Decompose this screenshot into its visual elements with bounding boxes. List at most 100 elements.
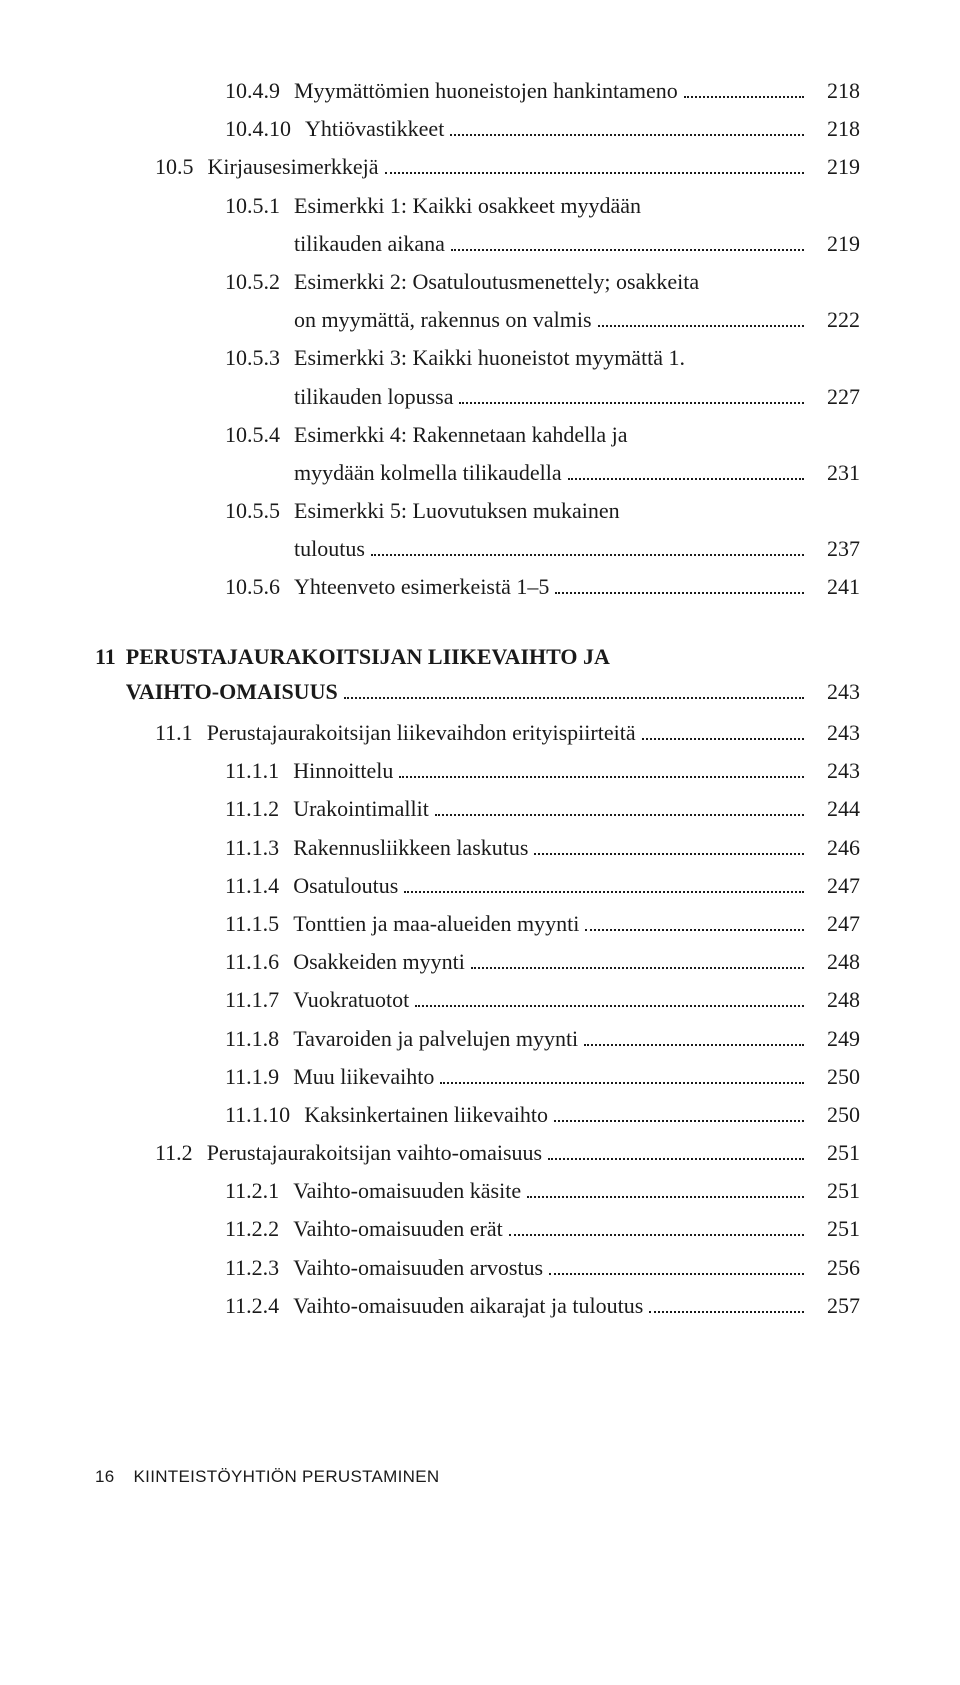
toc-entry-number: 11.1.4	[225, 868, 293, 903]
toc-entry-number: 11.1.9	[225, 1059, 293, 1094]
toc-entry-continuation: 10.5.2on myymättä, rakennus on valmis222	[95, 302, 860, 337]
toc-entry-label: Perustajaurakoitsijan vaihto-omaisuus	[207, 1135, 542, 1170]
toc-entry-number: 11.2.4	[225, 1288, 293, 1323]
toc-entry-page: 247	[810, 868, 860, 903]
toc-entry-number: 11.2.1	[225, 1173, 293, 1208]
toc-entry-number: 11.2.2	[225, 1211, 293, 1246]
toc-entry: 11.2.3Vaihto-omaisuuden arvostus256	[95, 1250, 860, 1285]
chapter-title-line1: PERUSTAJAURAKOITSIJAN LIIKEVAIHTO JA	[126, 639, 610, 674]
toc-entry-number: 10.5.1	[225, 188, 294, 223]
chapter-page: 243	[810, 674, 860, 709]
toc-entry: 11.1.8Tavaroiden ja palvelujen myynti249	[95, 1021, 860, 1056]
toc-entry: 11.1.10Kaksinkertainen liikevaihto 250	[95, 1097, 860, 1132]
leader-dots	[450, 114, 804, 136]
toc-section-11: 11.1Perustajaurakoitsijan liikevaihdon e…	[95, 715, 860, 1323]
toc-entry-continuation: 10.5.5tuloutus237	[95, 531, 860, 566]
toc-entry-number: 10.5.5	[225, 493, 294, 528]
toc-entry-label: Perustajaurakoitsijan liikevaihdon erity…	[207, 715, 636, 750]
toc-entry-label: Osakkeiden myynti	[293, 944, 465, 979]
toc-entry: 11.2Perustajaurakoitsijan vaihto-omaisuu…	[95, 1135, 860, 1170]
toc-entry-label: Rakennusliikkeen laskutus	[293, 830, 528, 865]
toc-entry-number: 11.1	[155, 715, 207, 750]
leader-dots	[385, 153, 804, 175]
toc-entry: 11.1.3Rakennusliikkeen laskutus 246	[95, 830, 860, 865]
toc-entry-label: Vaihto-omaisuuden käsite	[293, 1173, 521, 1208]
footer-page-number: 16	[95, 1467, 129, 1486]
leader-dots	[554, 1100, 804, 1122]
toc-entry-page: 250	[810, 1059, 860, 1094]
toc-entry-label: Osatuloutus	[293, 868, 398, 903]
toc-entry-number: 10.5.2	[225, 264, 294, 299]
toc-entry-label: Kirjausesimerkkejä	[208, 149, 379, 184]
toc-entry: 11.1.4Osatuloutus 247	[95, 868, 860, 903]
toc-entry: 10.4.9Myymättömien huoneistojen hankinta…	[95, 73, 860, 108]
toc-entry-page: 251	[810, 1173, 860, 1208]
leader-dots	[584, 1024, 804, 1046]
leader-dots	[344, 677, 804, 699]
toc-entry: 11.2.1Vaihto-omaisuuden käsite 251	[95, 1173, 860, 1208]
leader-dots	[549, 1253, 804, 1275]
toc-entry-number: 11.1.3	[225, 830, 293, 865]
toc-entry-label: Esimerkki 4: Rakennetaan kahdella ja	[294, 417, 628, 452]
leader-dots	[404, 871, 804, 893]
page-footer: 16 KIINTEISTÖYHTIÖN PERUSTAMINEN	[95, 1463, 860, 1490]
toc-entry-label: Esimerkki 3: Kaikki huoneistot myymättä …	[294, 340, 685, 375]
toc-entry-label: Esimerkki 1: Kaikki osakkeet myydään	[294, 188, 641, 223]
toc-entry-page: 250	[810, 1097, 860, 1132]
chapter-11-heading: 11 PERUSTAJAURAKOITSIJAN LIIKEVAIHTO JA …	[95, 639, 860, 709]
leader-dots	[509, 1215, 804, 1237]
toc-entry-number: 11.1.7	[225, 982, 293, 1017]
toc-entry-label: Hinnoittelu	[293, 753, 393, 788]
leader-dots	[548, 1138, 804, 1160]
leader-dots	[399, 756, 804, 778]
toc-entry-number: 10.4.9	[225, 73, 294, 108]
toc-entry: 10.5.6Yhteenveto esimerkeistä 1–5241	[95, 569, 860, 604]
toc-entry-page: 219	[810, 149, 860, 184]
toc-entry-label: Tonttien ja maa-alueiden myynti	[293, 906, 579, 941]
leader-dots	[527, 1176, 804, 1198]
toc-entry-label: Kaksinkertainen liikevaihto	[304, 1097, 548, 1132]
toc-entry-label: Esimerkki 2: Osatuloutusmenettely; osakk…	[294, 264, 699, 299]
leader-dots	[459, 382, 804, 404]
toc-entry-page: 248	[810, 944, 860, 979]
leader-dots	[684, 76, 804, 98]
toc-entry-page: 246	[810, 830, 860, 865]
toc-entry-label: Vaihto-omaisuuden arvostus	[293, 1250, 543, 1285]
toc-entry-number: 10.5.4	[225, 417, 294, 452]
toc-entry-continuation: 10.5.3tilikauden lopussa227	[95, 379, 860, 414]
leader-dots	[642, 718, 804, 740]
toc-entry: 11.2.2Vaihto-omaisuuden erät251	[95, 1211, 860, 1246]
toc-entry-label: on myymättä, rakennus on valmis	[294, 302, 592, 337]
toc-entry-page: 249	[810, 1021, 860, 1056]
toc-entry: 11.1.6Osakkeiden myynti 248	[95, 944, 860, 979]
leader-dots	[435, 795, 804, 817]
toc-entry-continuation: 10.5.1tilikauden aikana219	[95, 226, 860, 261]
toc-entry-number: 11.1.10	[225, 1097, 304, 1132]
toc-entry-label: Myymättömien huoneistojen hankintameno	[294, 73, 678, 108]
toc-entry-number: 10.4.10	[225, 111, 305, 146]
toc-entry-number: 11.1.2	[225, 791, 293, 826]
leader-dots	[451, 229, 804, 251]
toc-entry-page: 227	[810, 379, 860, 414]
toc-entry-page: 219	[810, 226, 860, 261]
toc-entry: 11.2.4Vaihto-omaisuuden aikarajat ja tul…	[95, 1288, 860, 1323]
toc-entry-label: Yhteenveto esimerkeistä 1–5	[294, 569, 549, 604]
toc-entry-page: 218	[810, 73, 860, 108]
leader-dots	[598, 305, 804, 327]
leader-dots	[440, 1062, 804, 1084]
toc-entry: 11.1Perustajaurakoitsijan liikevaihdon e…	[95, 715, 860, 750]
leader-dots	[471, 947, 804, 969]
toc-entry-label: Urakointimallit	[293, 791, 429, 826]
toc-entry: 10.5.5Esimerkki 5: Luovutuksen mukainen	[95, 493, 860, 528]
toc-entry-page: 241	[810, 569, 860, 604]
chapter-number: 11	[95, 639, 126, 674]
toc-entry-label: myydään kolmella tilikaudella	[294, 455, 562, 490]
toc-entry-number: 11.1.6	[225, 944, 293, 979]
toc-entry: 11.1.1Hinnoittelu243	[95, 753, 860, 788]
toc-entry: 10.5.2Esimerkki 2: Osatuloutusmenettely;…	[95, 264, 860, 299]
toc-entry-label: Tavaroiden ja palvelujen myynti	[293, 1021, 578, 1056]
toc-entry-number: 11.1.5	[225, 906, 293, 941]
toc-entry-label: Vaihto-omaisuuden aikarajat ja tuloutus	[293, 1288, 643, 1323]
toc-entry-page: 248	[810, 982, 860, 1017]
toc-entry-page: 247	[810, 906, 860, 941]
